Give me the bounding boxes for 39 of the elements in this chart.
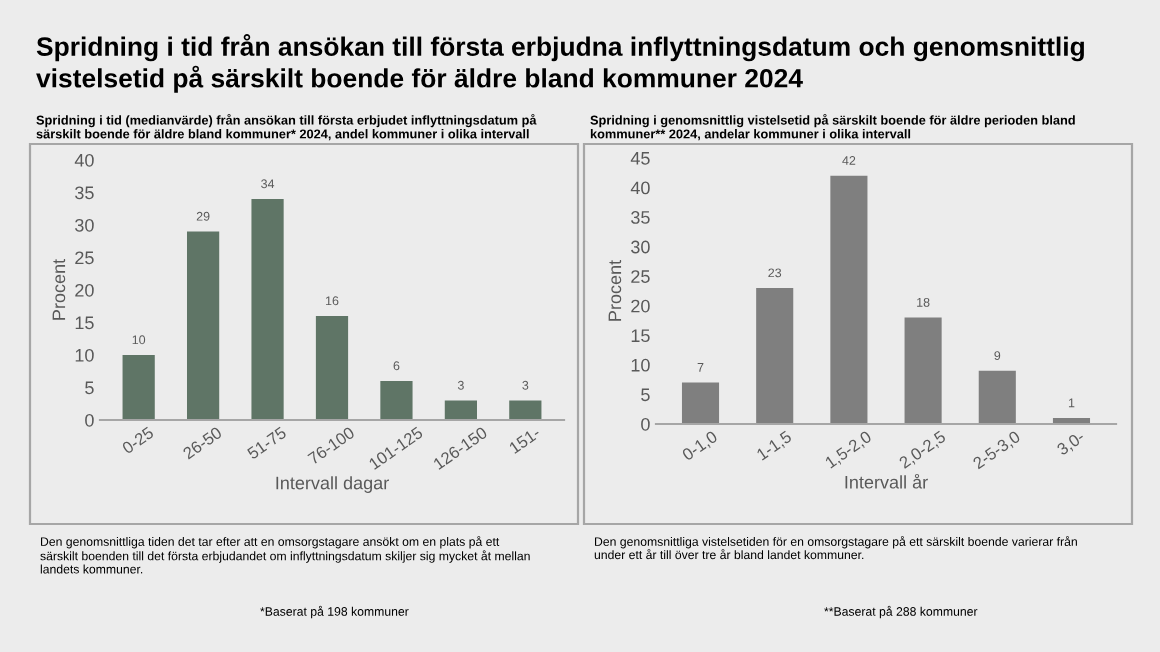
y-tick-label: 40: [630, 181, 650, 195]
y-tick-label: 30: [75, 218, 94, 232]
bar: [904, 317, 942, 424]
y-axis-title: Procent: [608, 260, 622, 321]
bar: [756, 288, 794, 424]
y-tick-label: 15: [75, 316, 94, 330]
y-tick-label: 35: [631, 211, 650, 224]
bar: [444, 400, 477, 420]
x-axis-title: Intervall år: [845, 473, 928, 489]
y-tick-label: 5: [641, 388, 650, 402]
y-tick-label: 20: [75, 283, 94, 297]
bar: [681, 382, 720, 424]
y-tick-label: 5: [85, 381, 94, 395]
bar: [187, 231, 220, 420]
y-tick-label: 30: [631, 240, 650, 254]
y-tick-label: 25: [631, 270, 650, 283]
x-tick-label: 0-25: [121, 426, 155, 455]
y-tick-label: 35: [75, 186, 94, 200]
y-tick-label: 10: [631, 358, 650, 372]
y-tick-label: 25: [75, 251, 94, 265]
y-tick-label: 0: [641, 417, 650, 431]
bar: [251, 199, 284, 420]
bar: [978, 370, 1016, 424]
bar: [380, 381, 413, 420]
y-tick-label: 45: [630, 152, 650, 165]
x-tick-label: 3,0-: [1056, 430, 1087, 458]
y-tick-label: 15: [631, 329, 650, 343]
x-axis-title: Intervall dagar: [276, 476, 389, 493]
y-tick-label: 40: [74, 153, 94, 167]
y-tick-label: 0: [85, 413, 94, 427]
bar: [315, 316, 349, 420]
bar: [509, 400, 542, 420]
y-tick-label: 10: [75, 348, 94, 362]
y-tick-label: 20: [631, 299, 650, 313]
x-tick-label: 151-: [508, 426, 541, 454]
bar: [830, 175, 868, 424]
y-axis-title: Procent: [52, 259, 66, 320]
text: Spridning i tid från ansökan till första erbjudna inflyttningsdatum och genomsnittlig vistelsetid på särskilt boende för äldre bland kommuner 2024: [36, 34, 1084, 93]
bar: [122, 355, 155, 420]
